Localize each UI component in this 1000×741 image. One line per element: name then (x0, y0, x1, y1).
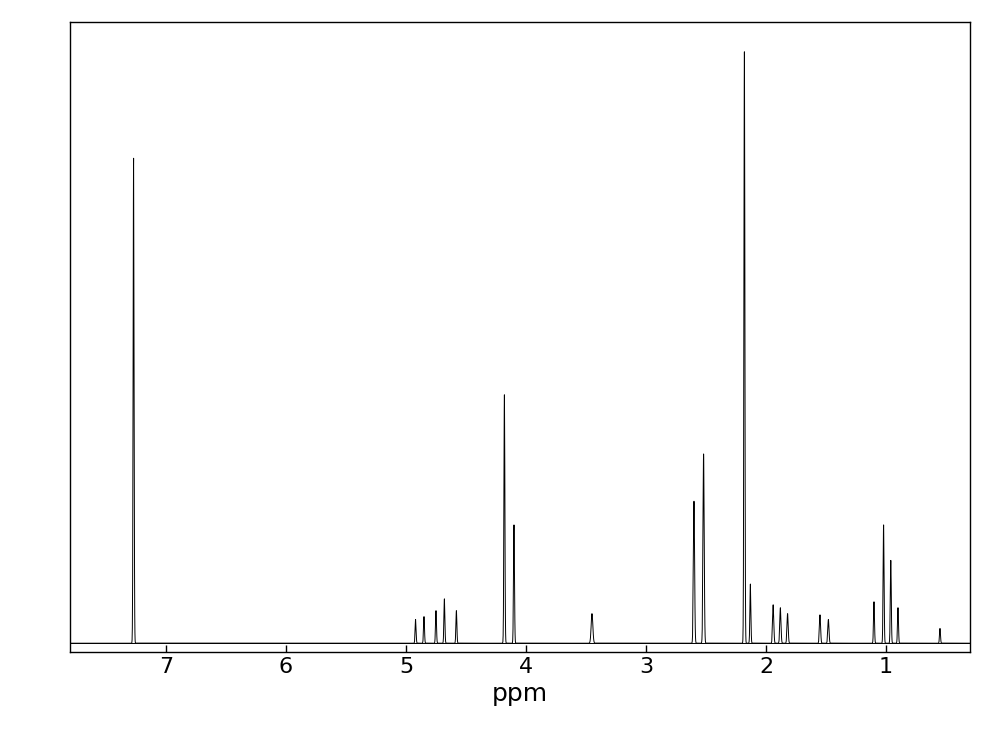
X-axis label: ppm: ppm (492, 682, 548, 706)
